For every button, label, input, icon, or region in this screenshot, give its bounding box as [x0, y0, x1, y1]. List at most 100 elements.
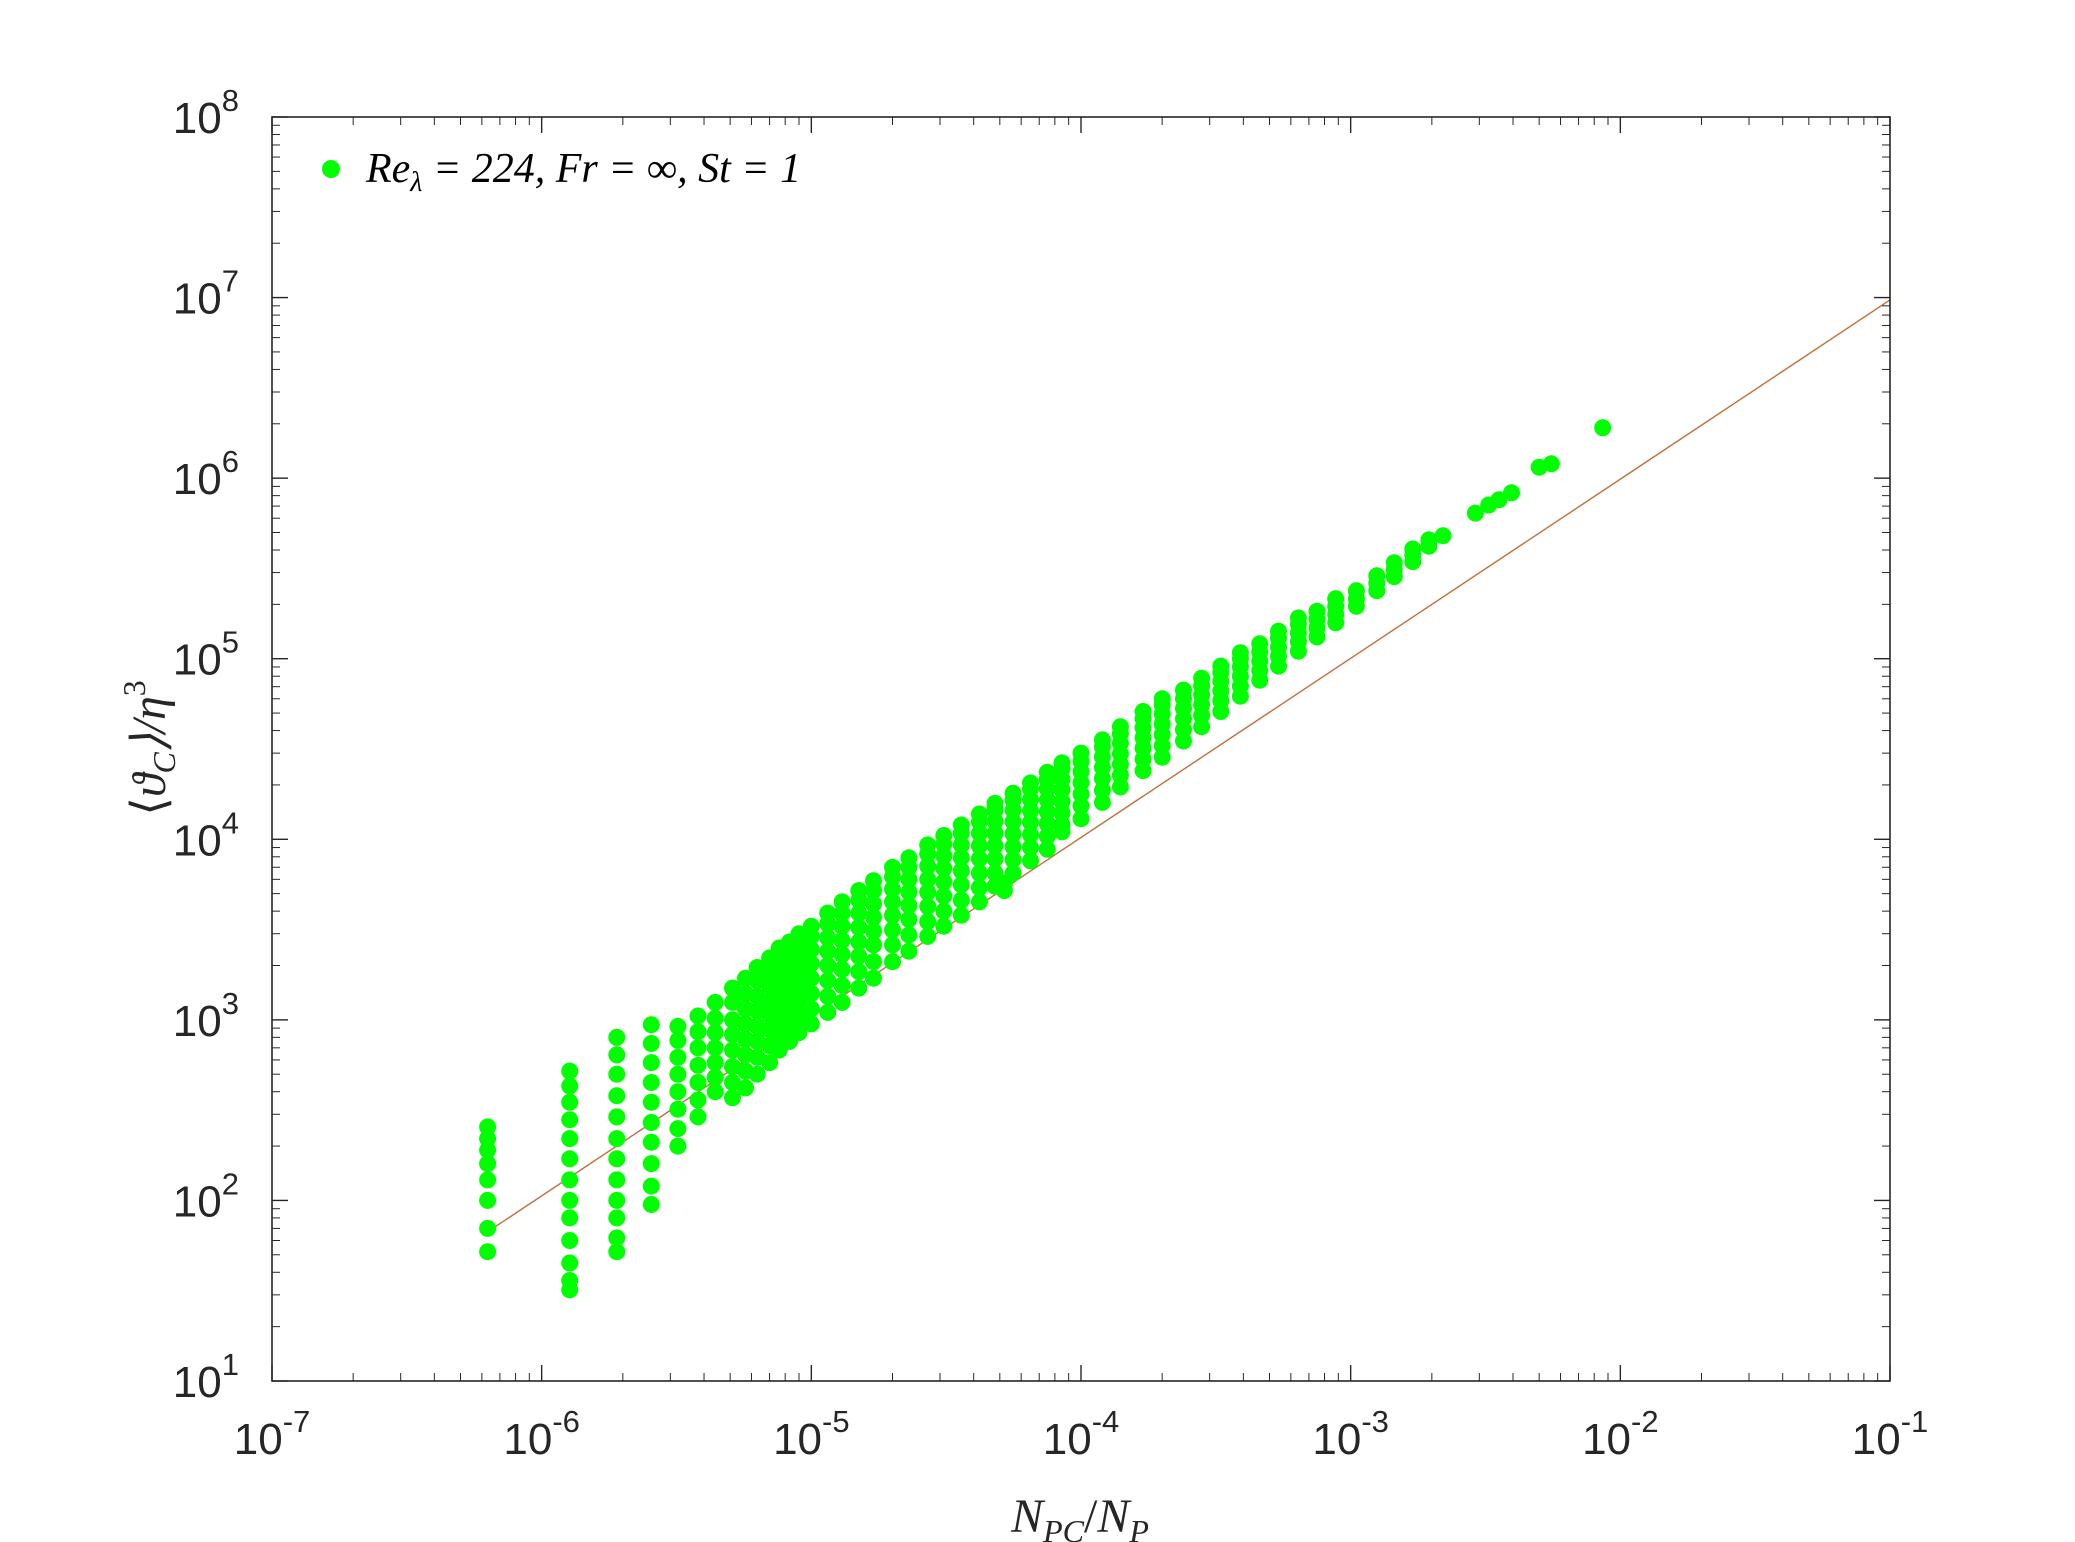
data-point — [819, 904, 837, 922]
data-point — [479, 1191, 497, 1209]
data-point — [919, 870, 937, 888]
legend-entry: Reλ = 224, Fr = ∞, St = 1 — [365, 146, 801, 198]
data-point — [748, 1065, 766, 1083]
data-point — [1053, 754, 1071, 772]
y-tick-exp: 7 — [222, 264, 239, 299]
data-point — [850, 963, 868, 981]
data-point — [952, 876, 970, 894]
data-point — [1022, 774, 1039, 792]
data-point — [919, 913, 937, 931]
data-point — [935, 873, 953, 891]
x-tick-base: 10 — [773, 1415, 822, 1464]
y-tick-base: 10 — [173, 1358, 222, 1407]
x-axis-label-slash: / — [1084, 1490, 1098, 1542]
data-point — [833, 961, 851, 978]
data-point — [706, 1083, 724, 1101]
data-point — [900, 870, 918, 888]
data-point — [986, 794, 1004, 812]
data-point — [952, 849, 970, 867]
data-point — [1434, 527, 1452, 545]
minor-ticks — [272, 117, 1890, 1381]
x-tick-label: 10-6 — [503, 1404, 580, 1464]
data-point — [819, 1003, 837, 1021]
data-point — [642, 1074, 660, 1091]
data-point — [833, 993, 851, 1011]
axes-box — [271, 116, 1891, 1382]
data-point — [479, 1155, 497, 1173]
data-point — [1542, 455, 1560, 473]
data-point — [1308, 602, 1326, 620]
data-point — [952, 862, 970, 880]
y-tick-base: 10 — [173, 636, 222, 685]
data-point — [642, 1155, 660, 1173]
data-point — [1093, 793, 1111, 811]
data-point — [970, 879, 988, 897]
data-point — [608, 1028, 626, 1046]
data-point — [479, 1118, 497, 1136]
y-tick-base: 10 — [173, 1177, 222, 1226]
data-point — [689, 1056, 707, 1074]
x-tick-base: 10 — [503, 1415, 552, 1464]
y-axis-label-sup: 3 — [116, 680, 152, 696]
data-point — [608, 1150, 626, 1168]
data-point — [642, 1177, 660, 1195]
data-point — [1038, 840, 1056, 858]
data-point — [986, 837, 1004, 855]
data-point — [802, 941, 820, 959]
data-point — [819, 942, 837, 960]
y-tick-exp: 1 — [222, 1347, 239, 1382]
data-point — [1004, 851, 1022, 869]
data-point — [986, 824, 1004, 842]
data-point — [884, 858, 901, 876]
data-point — [561, 1171, 579, 1189]
data-point — [1022, 852, 1039, 870]
data-point — [724, 1041, 741, 1059]
x-tick-label: 10-3 — [1312, 1404, 1389, 1464]
data-point — [833, 977, 851, 994]
data-point — [608, 1108, 626, 1126]
x-tick-exp: -3 — [1361, 1404, 1389, 1439]
data-point — [1503, 484, 1520, 502]
data-point — [935, 859, 953, 877]
data-point — [900, 897, 918, 914]
data-point — [1270, 622, 1287, 640]
data-point — [1594, 419, 1612, 437]
legend-text-re: Re — [365, 146, 410, 192]
data-point — [706, 1039, 724, 1057]
x-axis-label-n1: N — [1010, 1490, 1046, 1542]
data-point — [1004, 838, 1022, 856]
data-point — [1289, 609, 1307, 627]
data-point — [935, 847, 953, 865]
data-point — [561, 1130, 579, 1148]
y-tick-label: 105 — [173, 625, 239, 685]
x-tick-label: 10-7 — [234, 1404, 311, 1464]
data-point — [1490, 491, 1508, 509]
data-point — [1022, 826, 1039, 844]
data-point — [608, 1171, 626, 1189]
data-point — [1153, 690, 1171, 708]
data-point — [986, 850, 1004, 868]
data-point — [706, 993, 724, 1011]
data-point — [802, 1000, 820, 1018]
data-point — [802, 1015, 820, 1033]
data-point — [669, 1083, 687, 1101]
data-point — [561, 1111, 579, 1129]
data-point — [608, 1243, 626, 1261]
data-point — [561, 1232, 579, 1249]
data-point — [642, 1114, 660, 1131]
x-tick-exp: -2 — [1631, 1404, 1659, 1439]
data-point — [608, 1087, 626, 1105]
y-axis-label-open: ⟨ — [123, 797, 176, 816]
x-tick-label: 10-4 — [1043, 1404, 1120, 1464]
data-point — [819, 972, 837, 990]
data-point — [561, 1191, 579, 1209]
data-point — [724, 1011, 741, 1029]
data-point — [669, 1065, 687, 1083]
x-axis-label-sub2: P — [1128, 1513, 1149, 1542]
data-point — [900, 910, 918, 928]
data-point — [900, 926, 918, 944]
data-point — [561, 1209, 579, 1227]
data-point — [669, 1120, 687, 1138]
data-point — [884, 921, 901, 939]
